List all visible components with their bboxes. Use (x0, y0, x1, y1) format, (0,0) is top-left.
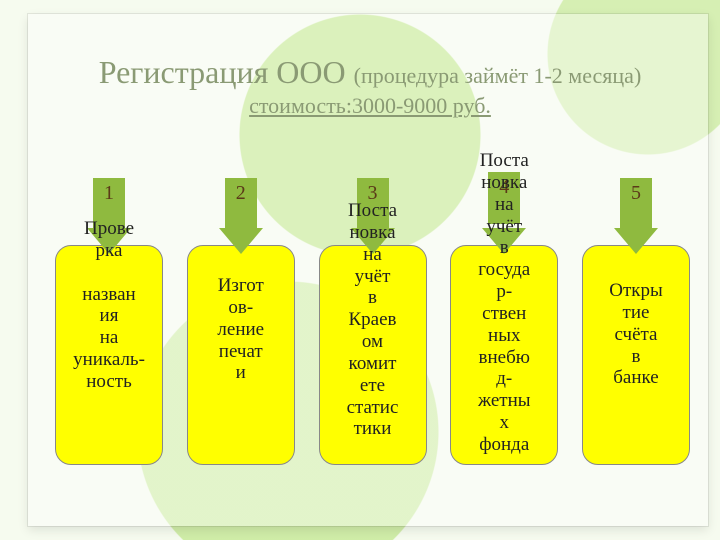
step-label: Поста новка на учёт в Краев ом комит ете… (325, 200, 421, 440)
step-5: 5 Откры тие счёта в банке (582, 160, 690, 500)
step-3: 3 Поста новка на учёт в Краев ом комит е… (319, 160, 427, 500)
step-4: 4 Поста новка на учёт в госуда р- ствен … (450, 160, 558, 500)
title-subtitle: (процедура займёт 1-2 месяца) (354, 63, 642, 88)
arrow-down-icon (219, 228, 263, 254)
step-label: Поста новка на учёт в госуда р- ствен ны… (456, 150, 552, 456)
step-1: 1 Прове рка назван ия на уникаль- ность (55, 160, 163, 500)
step-number: 2 (225, 178, 257, 230)
step-label: Изгот ов- ление печат и (193, 275, 289, 384)
process-steps: 1 Прове рка назван ия на уникаль- ность … (55, 160, 690, 500)
page-title: Регистрация ООО (процедура займёт 1-2 ме… (45, 52, 695, 120)
step-2: 2 Изгот ов- ление печат и (187, 160, 295, 500)
step-number: 5 (620, 178, 652, 230)
step-label: Откры тие счёта в банке (588, 280, 684, 389)
title-main: Регистрация ООО (99, 54, 354, 90)
arrow-down-icon (614, 228, 658, 254)
title-cost: стоимость:3000-9000 руб. (249, 93, 491, 118)
step-label: Прове рка назван ия на уникаль- ность (61, 218, 157, 393)
